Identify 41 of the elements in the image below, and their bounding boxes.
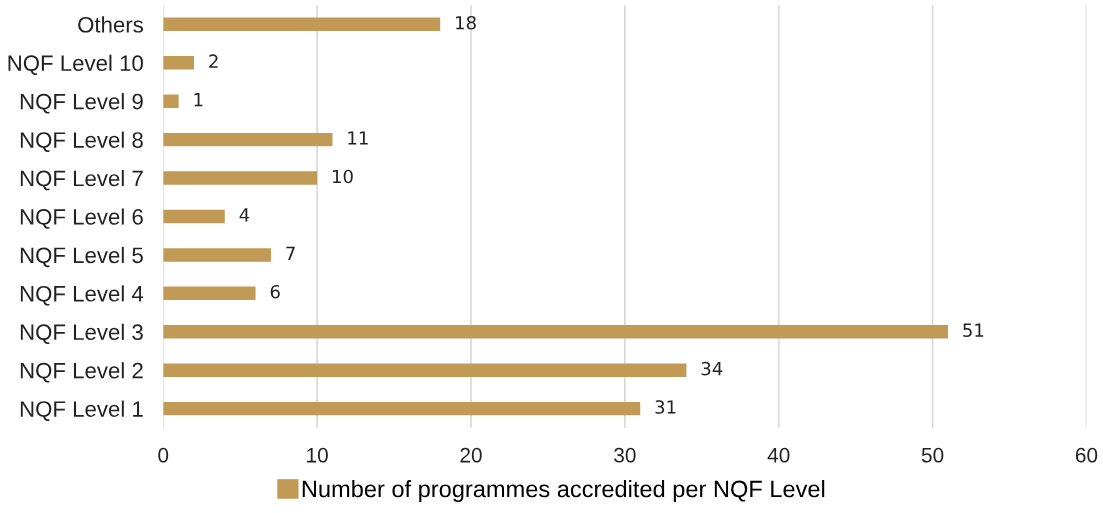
- data-label: 18: [456, 15, 476, 30]
- y-tick-label: NQF Level 3: [20, 323, 143, 345]
- data-label: 10: [332, 169, 353, 184]
- data-label: 4: [239, 208, 250, 222]
- bar: [163, 248, 271, 262]
- bar: [163, 363, 687, 377]
- data-label: 2: [209, 54, 218, 68]
- y-tick-label: NQF Level 10: [8, 54, 143, 76]
- data-label: 34: [701, 361, 723, 376]
- x-tick-label: 50: [921, 447, 944, 463]
- bar: [163, 171, 318, 185]
- data-label: 31: [655, 400, 676, 414]
- x-tick-label: 20: [460, 447, 482, 463]
- x-tick-label: 0: [158, 447, 169, 463]
- bar: [163, 17, 441, 32]
- y-tick-label: NQF Level 1: [20, 400, 143, 421]
- data-label: 7: [286, 246, 295, 260]
- bar: [163, 401, 641, 416]
- y-tick-label: NQF Level 4: [20, 285, 144, 306]
- bar: [163, 209, 225, 224]
- x-tick-label: 10: [307, 447, 328, 463]
- y-tick-label: NQF Level 8: [20, 131, 143, 152]
- y-tick-label: NQF Level 2: [20, 362, 143, 383]
- data-label: 6: [270, 284, 280, 299]
- data-label: 1: [194, 93, 203, 107]
- bar: [163, 56, 195, 70]
- y-tick-label: Others: [78, 16, 143, 33]
- bar: [163, 132, 333, 147]
- x-tick-label: 60: [1075, 447, 1098, 463]
- y-tick-label: NQF Level 9: [20, 93, 143, 114]
- bar: [163, 94, 179, 108]
- y-tick-label: NQF Level 7: [20, 170, 143, 191]
- legend-label: Number of programmes accredited per NQF Level: [302, 480, 825, 503]
- y-tick-label: NQF Level 6: [20, 208, 143, 229]
- bar: [163, 286, 256, 301]
- x-tick-label: 30: [614, 447, 636, 463]
- x-tick-label: 40: [767, 447, 790, 463]
- data-label: 51: [963, 323, 984, 338]
- data-label: 11: [348, 131, 368, 145]
- bar: [163, 325, 948, 339]
- y-tick-label: NQF Level 5: [20, 246, 143, 268]
